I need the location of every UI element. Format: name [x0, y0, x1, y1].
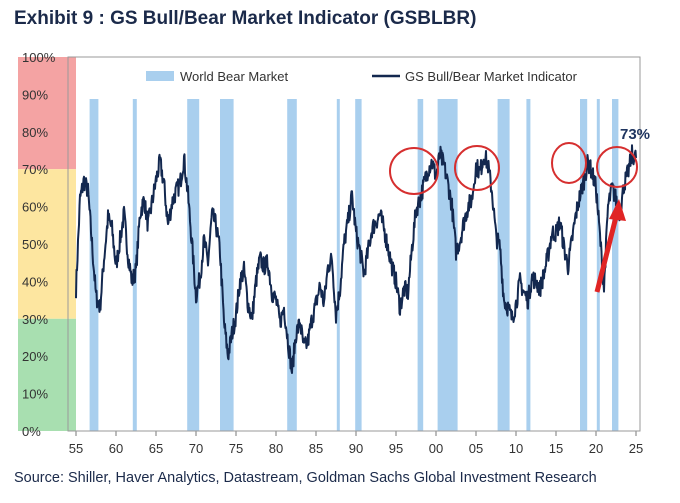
- x-tick-label: 65: [149, 441, 163, 456]
- callout-73-percent: 73%: [620, 126, 650, 143]
- x-tick-label: 90: [349, 441, 363, 456]
- zone-band-2: [18, 318, 76, 431]
- x-tick-label: 15: [549, 441, 563, 456]
- highlight-circle-2019: [551, 142, 587, 184]
- y-tick-label: 50%: [22, 237, 48, 252]
- legend-label-indicator: GS Bull/Bear Market Indicator: [405, 69, 578, 84]
- x-tick-label: 85: [309, 441, 323, 456]
- zone-layer: [18, 57, 76, 431]
- x-tick-label: 10: [509, 441, 523, 456]
- bear-market-bar-5: [336, 99, 340, 431]
- y-tick-label: 60%: [22, 200, 48, 215]
- y-tick-label: 20%: [22, 349, 48, 364]
- zone-band-0: [18, 57, 76, 170]
- bear-market-bar-7: [417, 99, 424, 431]
- x-tick-label: 25: [629, 441, 643, 456]
- y-tick-label: 70%: [22, 162, 48, 177]
- bear-market-bar-13: [612, 99, 619, 431]
- rising-arrow-shaft: [594, 212, 620, 293]
- highlight-circle-2007: [454, 145, 500, 191]
- bear-market-bar-4: [287, 99, 297, 431]
- x-tick-label: 80: [269, 441, 283, 456]
- y-tick-label: 90%: [22, 87, 48, 102]
- plot-frame: [67, 56, 641, 432]
- legend-label-bear: World Bear Market: [180, 69, 289, 84]
- bear-market-bar-11: [580, 99, 588, 431]
- x-tick-label: 00: [429, 441, 443, 456]
- x-tick-label: 05: [469, 441, 483, 456]
- highlight-circle-2025: [596, 146, 638, 188]
- y-tick-label: 0%: [22, 424, 41, 439]
- bear-market-bar-3: [220, 99, 234, 431]
- x-tick-label: 20: [589, 441, 603, 456]
- bear-market-bar-6: [355, 99, 362, 431]
- rising-arrow-head: [609, 199, 626, 221]
- source-note: Source: Shiller, Haver Analytics, Datast…: [14, 470, 597, 486]
- indicator-line: [75, 144, 637, 374]
- legend-swatch-bear: [146, 71, 174, 81]
- x-tick-label: 75: [229, 441, 243, 456]
- y-tick-label: 30%: [22, 312, 48, 327]
- x-tick-label: 70: [189, 441, 203, 456]
- x-tick-label: 95: [389, 441, 403, 456]
- legend: World Bear Market GS Bull/Bear Market In…: [146, 69, 578, 84]
- x-tick-label: 55: [69, 441, 83, 456]
- x-tick-label: 60: [109, 441, 123, 456]
- bear-market-bar-9: [497, 99, 510, 431]
- y-tick-label: 100%: [22, 50, 56, 65]
- y-tick-label: 80%: [22, 125, 48, 140]
- chart-svg: 0% 10% 20% 30% 40% 50% 60% 70% 80% 90% 100% 55 60 65…: [18, 50, 650, 456]
- bear-market-layer: [89, 99, 619, 431]
- y-tick-label: 40%: [22, 274, 48, 289]
- highlight-circle-2000: [389, 147, 439, 195]
- bear-market-bar-10: [526, 99, 531, 431]
- bear-market-bar-12: [596, 99, 600, 431]
- zone-band-1: [18, 169, 76, 319]
- y-axis-ticks: 0% 10% 20% 30% 40% 50% 60% 70% 80% 90% 100%: [22, 50, 56, 439]
- y-tick-label: 10%: [22, 387, 48, 402]
- bear-market-bar-8: [437, 99, 458, 431]
- highlight-circles: [389, 142, 638, 195]
- x-axis-ticks: 55 60 65 70 75 80 85 90 95 00 05 10 15 20 25: [69, 431, 643, 456]
- chart-title: Exhibit 9 : GS Bull/Bear Market Indicato…: [14, 8, 477, 29]
